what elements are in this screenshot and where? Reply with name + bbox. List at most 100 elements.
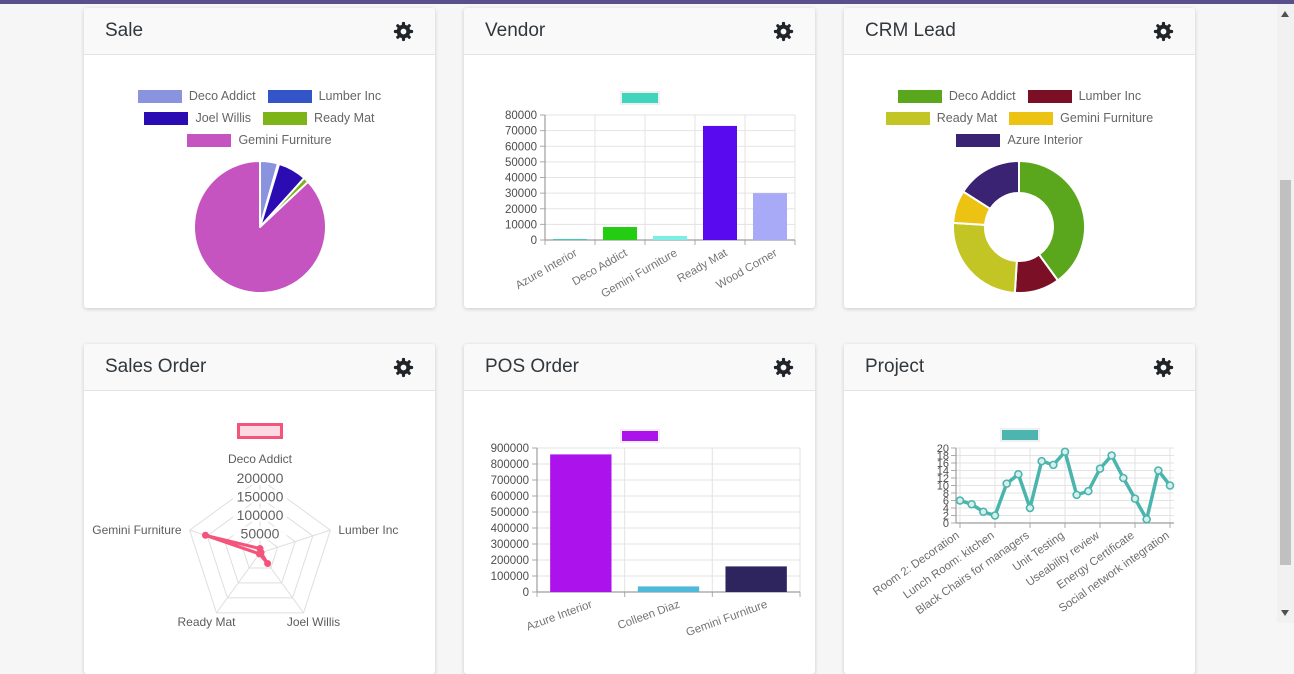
vertical-scrollbar[interactable]	[1277, 4, 1294, 623]
data-point[interactable]	[1025, 503, 1035, 513]
legend-item[interactable]: Gemini Furniture	[1009, 111, 1153, 125]
data-point[interactable]	[1165, 481, 1175, 490]
bar[interactable]	[553, 239, 587, 240]
y-axis-tick-label: 50000	[505, 157, 537, 169]
sale-chart-area: Deco Addict Lumber Inc Joel Willis Ready Ma…	[84, 55, 435, 308]
data-point[interactable]	[1107, 451, 1116, 460]
pie-slice[interactable]	[1018, 160, 1086, 282]
data-point[interactable]	[967, 499, 976, 509]
x-axis-category-label: Colleen Diaz	[616, 598, 682, 632]
data-point[interactable]	[990, 511, 1000, 520]
doughnut-chart	[952, 160, 1086, 294]
data-point[interactable]	[955, 496, 965, 505]
card-header: Sale	[84, 8, 435, 55]
card-header: Vendor	[464, 8, 815, 55]
scroll-down-icon[interactable]	[1281, 610, 1289, 616]
y-axis-tick-label: 300000	[491, 539, 529, 551]
card-sale: Sale Deco Addict Lumber Inc Joel Willis Rea…	[84, 8, 435, 308]
pie-slice[interactable]	[193, 160, 327, 294]
bar[interactable]	[753, 193, 787, 240]
pie-slice[interactable]	[952, 221, 1018, 294]
bar[interactable]	[550, 454, 612, 592]
legend-item[interactable]: Ready Mat	[263, 111, 375, 125]
legend-item[interactable]: Azure Interior	[956, 133, 1083, 147]
legend-row: Azure Interior	[950, 129, 1088, 151]
pos-order-chart-area: 0 100000 200000 300000 400000 500000 600000 700…	[464, 391, 815, 674]
y-axis-tick-label: 20	[937, 443, 949, 455]
data-point[interactable]	[1049, 460, 1058, 470]
data-point[interactable]	[201, 531, 209, 539]
legend-swatch[interactable]	[236, 423, 283, 439]
data-point[interactable]	[1084, 486, 1093, 496]
legend-item[interactable]: Lumber Inc	[1027, 89, 1141, 103]
legend-label: Deco Addict	[188, 89, 256, 103]
settings-gear-icon[interactable]	[773, 357, 794, 378]
y-axis-tick-label: 200000	[491, 555, 529, 567]
bar[interactable]	[725, 566, 787, 592]
card-title: Sale	[105, 20, 144, 41]
bar[interactable]	[637, 586, 700, 592]
legend-item[interactable]: Joel Willis	[144, 111, 251, 125]
data-point[interactable]	[1119, 473, 1128, 483]
radar-web	[206, 496, 314, 599]
data-point[interactable]	[1130, 494, 1140, 503]
legend-swatch[interactable]	[999, 428, 1040, 442]
radar-axis-label: Gemini Furniture	[92, 523, 182, 537]
data-point[interactable]	[1014, 469, 1023, 479]
legend-item[interactable]: Deco Addict	[897, 89, 1016, 103]
data-point[interactable]	[1002, 479, 1011, 488]
y-axis-tick-label: 100000	[491, 571, 529, 583]
pie-slice[interactable]	[962, 160, 1020, 210]
card-project: Project 0 2 4 6 8 10 12 14 16 18 20 Room 2: Decorat…	[844, 344, 1195, 674]
data-point[interactable]	[979, 507, 988, 517]
bar[interactable]	[703, 125, 737, 240]
legend-swatch	[137, 89, 182, 103]
card-pos-order: POS Order 0 100000 200000 300000 400000 50000…	[464, 344, 815, 674]
x-axis-category-label: Azure Interior	[514, 247, 580, 292]
bar-chart: 0 10000 20000 30000 40000 50000 60000 70000 8000…	[505, 110, 796, 300]
y-axis-tick-label: 0	[523, 587, 529, 599]
y-axis-tick-label: 700000	[491, 475, 529, 487]
legend-item[interactable]: Gemini Furniture	[187, 133, 332, 147]
card-title: CRM Lead	[865, 20, 956, 41]
card-header: Sales Order	[84, 344, 435, 391]
settings-gear-icon[interactable]	[1153, 357, 1174, 378]
settings-gear-icon[interactable]	[773, 21, 794, 42]
data-point[interactable]	[1072, 490, 1081, 500]
x-axis-category-label: Azure Interior	[525, 598, 594, 633]
legend-item[interactable]: Lumber Inc	[267, 89, 381, 103]
card-header: Project	[844, 344, 1195, 391]
y-axis-tick-label: 16	[937, 458, 949, 470]
data-point[interactable]	[264, 559, 272, 567]
card-header: POS Order	[464, 344, 815, 391]
legend-item[interactable]: Ready Mat	[885, 111, 997, 125]
legend-swatch[interactable]	[619, 429, 660, 443]
gear-icon-svg	[393, 357, 414, 377]
data-point[interactable]	[1154, 466, 1163, 475]
project-chart-area: 0 2 4 6 8 10 12 14 16 18 20 Room 2: Decoration Lunch…	[844, 391, 1195, 674]
legend-row: Deco Addict Lumber Inc	[132, 85, 387, 107]
data-point[interactable]	[1060, 447, 1070, 457]
legend-swatch[interactable]	[619, 91, 660, 105]
data-point[interactable]	[1037, 456, 1046, 466]
y-axis-tick-label: 0	[531, 235, 537, 247]
radar-axis-label: Ready Mat	[177, 615, 236, 629]
pie-chart	[193, 160, 327, 294]
sales-order-chart-area: 50000 100000 150000 200000 Deco Addict Lumber…	[84, 391, 435, 674]
legend-swatch	[267, 89, 312, 103]
card-title: POS Order	[485, 356, 579, 377]
settings-gear-icon[interactable]	[1153, 21, 1174, 42]
data-point[interactable]	[255, 550, 263, 558]
data-point[interactable]	[1142, 514, 1151, 524]
crm-lead-chart-area: Deco Addict Lumber Inc Ready Mat Gemini Fur…	[844, 55, 1195, 308]
scrollbar-thumb[interactable]	[1280, 180, 1291, 565]
y-axis-tick-label: 80000	[505, 110, 537, 122]
scroll-up-icon[interactable]	[1281, 11, 1289, 17]
settings-gear-icon[interactable]	[393, 357, 414, 378]
bar[interactable]	[653, 235, 687, 240]
bar[interactable]	[603, 227, 637, 240]
data-point[interactable]	[1095, 464, 1105, 473]
legend-item[interactable]: Deco Addict	[137, 89, 256, 103]
y-axis-tick-label: 0	[943, 518, 949, 530]
settings-gear-icon[interactable]	[393, 21, 414, 42]
